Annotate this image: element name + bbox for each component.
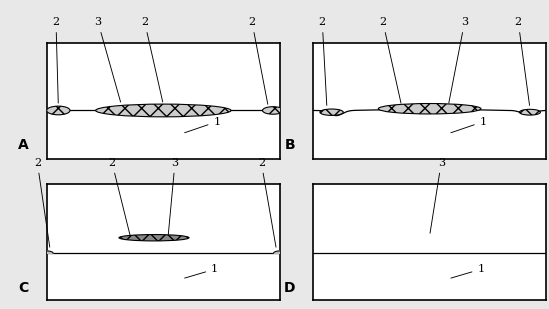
Polygon shape <box>40 251 53 253</box>
Text: 1: 1 <box>451 117 487 133</box>
Ellipse shape <box>378 104 481 114</box>
Bar <box>47 184 280 253</box>
Ellipse shape <box>320 109 343 115</box>
Bar <box>47 110 280 159</box>
Ellipse shape <box>119 235 189 241</box>
Bar <box>313 184 546 253</box>
Bar <box>313 43 546 110</box>
Text: 2: 2 <box>249 17 268 104</box>
Text: 2: 2 <box>34 158 50 247</box>
Bar <box>313 110 546 159</box>
Ellipse shape <box>96 104 231 117</box>
Text: 2: 2 <box>258 158 276 247</box>
Text: 3: 3 <box>430 158 445 233</box>
Polygon shape <box>273 251 287 253</box>
Text: 3: 3 <box>168 158 178 235</box>
Text: 1: 1 <box>451 264 484 278</box>
Ellipse shape <box>519 109 540 115</box>
Ellipse shape <box>47 106 70 115</box>
Bar <box>47 43 280 110</box>
Text: 3: 3 <box>94 17 121 102</box>
Text: 2: 2 <box>319 17 327 105</box>
Text: B: B <box>284 138 295 152</box>
Text: 2: 2 <box>53 17 59 103</box>
Text: 1: 1 <box>184 117 221 133</box>
Ellipse shape <box>262 107 283 114</box>
Bar <box>47 253 280 300</box>
Text: D: D <box>284 281 295 295</box>
Text: A: A <box>18 138 29 152</box>
Text: 2: 2 <box>141 17 163 102</box>
Text: 2: 2 <box>515 17 530 105</box>
Text: 3: 3 <box>449 17 468 103</box>
Text: C: C <box>18 281 29 295</box>
Text: 2: 2 <box>379 17 401 103</box>
Text: 1: 1 <box>184 264 218 278</box>
Text: 2: 2 <box>109 158 130 235</box>
Bar <box>313 253 546 300</box>
